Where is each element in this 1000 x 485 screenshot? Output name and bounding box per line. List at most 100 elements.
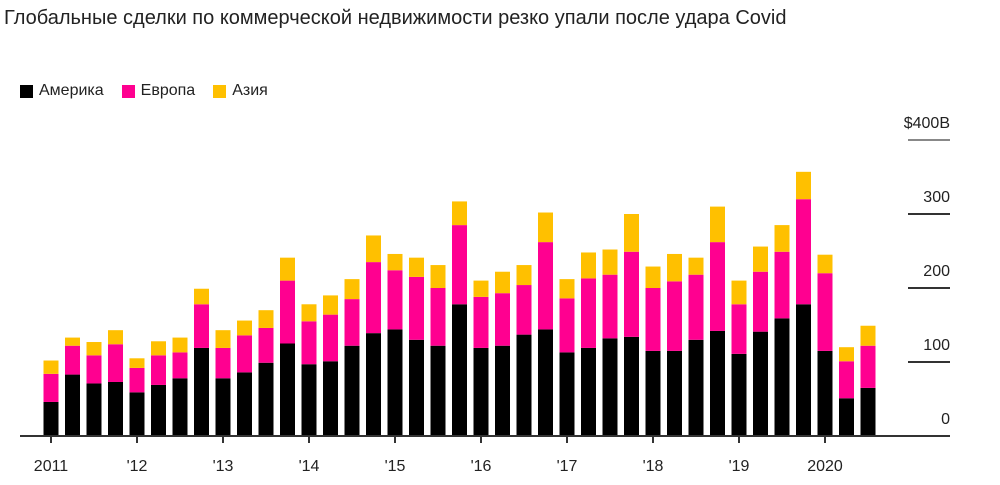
bar-america [710,330,725,436]
legend-item-america: Америка [20,82,104,100]
bar-europe [430,288,446,346]
x-tick-label: 2011 [34,458,69,475]
bar-europe [581,278,596,348]
bar-europe [473,296,489,348]
bar-europe [710,242,725,331]
bar-europe [344,299,360,346]
bar-asia [323,295,338,315]
y-tick-label: 100 [923,337,950,354]
bar-america [301,364,317,436]
bar-asia [430,265,446,288]
bar-america [323,361,338,436]
bar-asia [753,246,768,272]
bar-europe [538,242,553,330]
bar-europe [43,373,59,402]
bar-europe [151,355,166,385]
bar-america [237,372,252,436]
bar-asia [516,265,532,286]
x-tick-label: '16 [471,458,492,475]
bar-asia [387,253,403,271]
bar-america [258,362,274,436]
bar-asia [452,201,467,226]
x-tick-label: '14 [299,458,320,475]
bar-europe [108,344,123,382]
bar-europe [624,251,639,337]
bar-america [280,343,295,436]
bar-america [151,384,166,436]
bar-asia [301,304,317,322]
bar-asia [86,342,102,356]
bar-europe [495,293,510,346]
bar-asia [108,330,123,345]
bar-asia [817,254,833,274]
bar-europe [839,361,854,399]
bar-europe [516,285,532,335]
bar-america [129,392,145,436]
bar-asia [645,266,661,288]
bar-europe [667,281,682,351]
bar-america [495,345,510,436]
bar-asia [280,257,295,281]
bar-europe [387,270,403,330]
bar-america [65,374,80,436]
bar-america [753,331,768,436]
bar-america [731,353,747,436]
bar-america [430,345,446,436]
bar-asia [602,249,618,275]
bar-america [215,378,231,436]
bar-asia [344,279,360,300]
bar-asia [559,279,575,299]
bar-asia [129,358,145,368]
x-tick-label: '15 [385,458,406,475]
bar-america [108,381,123,436]
bar-europe [237,335,252,373]
bar-asia [710,206,725,243]
bar-europe [86,355,102,384]
bar-asia [624,214,639,252]
chart-title: Глобальные сделки по коммерческой недвиж… [4,7,787,29]
bar-asia [731,280,747,305]
bar-america [473,347,489,436]
legend-label-europe: Европа [140,82,196,99]
bar-asia [860,325,876,346]
bar-europe [774,251,790,319]
bar-america [774,318,790,436]
bar-asia [215,330,231,348]
legend-item-asia: Азия [213,82,268,100]
bar-america [667,350,682,436]
bar-america [43,401,59,436]
bar-asia [538,212,553,243]
x-tick-label: '19 [729,458,750,475]
bar-europe [602,274,618,339]
bar-europe [129,367,145,393]
bar-europe [323,314,338,362]
bar-asia [258,310,274,328]
x-tick-label: 2020 [807,458,843,475]
bar-america [387,329,403,436]
bar-europe [645,288,661,351]
legend-item-europe: Европа [121,82,196,100]
bar-america [172,378,188,436]
bar-europe [366,262,381,334]
bar-america [194,347,209,436]
bar-america [344,345,360,436]
bar-america [796,304,811,436]
bar-europe [215,347,231,379]
bar-asia [366,235,381,263]
bar-asia [688,257,704,275]
bar-europe [409,276,424,340]
bar-europe [280,280,295,344]
bar-america [688,339,704,436]
bar-europe [731,304,747,354]
bar-europe [172,352,188,379]
bar-asia [839,347,854,362]
bar-america [624,336,639,436]
bar-america [860,387,876,436]
bar-asia [151,341,166,356]
legend-label-america: Америка [39,82,104,99]
bar-europe [194,304,209,348]
bar-asia [65,337,80,346]
x-tick-label: '12 [127,458,148,475]
bar-europe [796,199,811,305]
